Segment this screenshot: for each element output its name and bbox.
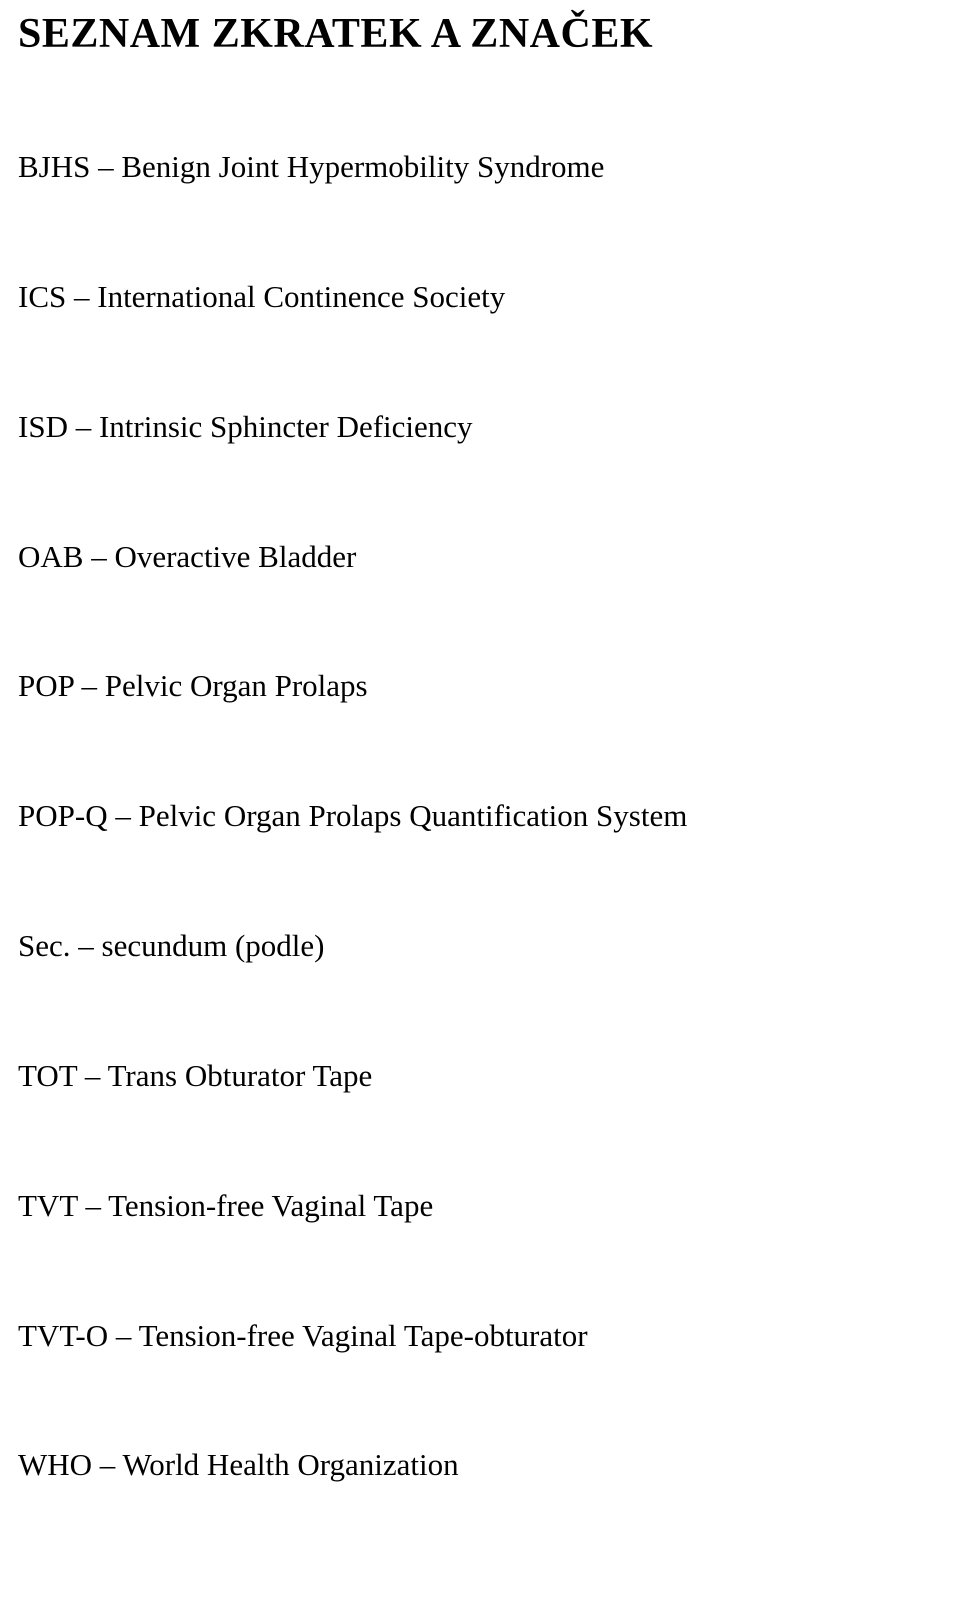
abbreviation-entry: OAB – Overactive Bladder (18, 536, 942, 578)
abbreviation-entry: TOT – Trans Obturator Tape (18, 1055, 942, 1097)
document-page: SEZNAM ZKRATEK A ZNAČEK BJHS – Benign Jo… (0, 0, 960, 1614)
page-title: SEZNAM ZKRATEK A ZNAČEK (18, 10, 942, 58)
abbreviation-entry: TVT-O – Tension-free Vaginal Tape-obtura… (18, 1315, 942, 1357)
abbreviation-entry: TVT – Tension-free Vaginal Tape (18, 1185, 942, 1227)
abbreviation-entry: POP – Pelvic Organ Prolaps (18, 665, 942, 707)
abbreviation-entry: BJHS – Benign Joint Hypermobility Syndro… (18, 146, 942, 188)
abbreviation-entry: WHO – World Health Organization (18, 1444, 942, 1486)
abbreviation-entry: ICS – International Continence Society (18, 276, 942, 318)
abbreviation-entry: Sec. – secundum (podle) (18, 925, 942, 967)
abbreviation-entry: ISD – Intrinsic Sphincter Deficiency (18, 406, 942, 448)
abbreviation-entry: POP-Q – Pelvic Organ Prolaps Quantificat… (18, 795, 942, 837)
